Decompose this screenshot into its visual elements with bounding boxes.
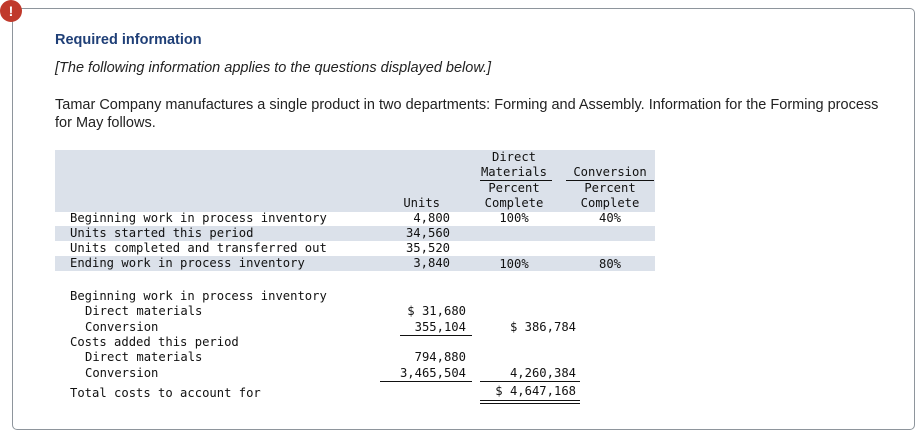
add-dm-value: 794,880 xyxy=(414,350,466,364)
total-costs-label: Total costs to account for xyxy=(70,386,261,400)
conv-header-line1: Conversion xyxy=(573,165,647,179)
dm-header-line2: Materials xyxy=(480,165,548,179)
alert-icon: ! xyxy=(0,0,22,22)
intro-paragraph: Tamar Company manufactures a single prod… xyxy=(55,97,879,131)
required-information-heading: Required information xyxy=(55,32,202,48)
row-label: Ending work in process inventory xyxy=(70,256,305,270)
row-conv-percent: 40% xyxy=(598,211,621,225)
dm-header-line4: Complete xyxy=(484,196,544,210)
row-units: 4,800 xyxy=(413,211,450,225)
row-dm-percent: 100% xyxy=(499,257,529,271)
row-label: Units completed and transferred out xyxy=(70,241,327,255)
total-underline xyxy=(480,381,580,382)
subtotal-underline xyxy=(400,335,472,336)
row-band xyxy=(55,256,655,271)
costs-added-label: Costs added this period xyxy=(70,335,239,349)
double-underline-bottom xyxy=(480,403,580,404)
beginning-wip-label: Beginning work in process inventory xyxy=(70,289,327,303)
units-header: Units xyxy=(403,196,440,210)
grand-total-value: $ 4,647,168 xyxy=(495,384,576,398)
add-dm-label: Direct materials xyxy=(85,350,203,364)
question-card xyxy=(12,8,915,430)
row-units: 34,560 xyxy=(405,226,450,240)
row-conv-percent: 80% xyxy=(598,257,621,271)
conv-header-line2: Percent xyxy=(584,181,636,195)
add-conv-label: Conversion xyxy=(85,366,159,380)
row-label: Beginning work in process inventory xyxy=(70,211,327,225)
add-total-value: 4,260,384 xyxy=(509,366,576,380)
beg-dm-value: $ 31,680 xyxy=(407,304,466,318)
row-units: 35,520 xyxy=(405,241,450,255)
dm-header-underline xyxy=(480,180,552,181)
row-dm-percent: 100% xyxy=(499,211,529,225)
conv-header-line3: Complete xyxy=(580,196,640,210)
beg-conv-value: 355,104 xyxy=(414,320,466,334)
conv-header-underline xyxy=(566,180,654,181)
row-units: 3,840 xyxy=(413,256,450,270)
applies-note: [The following information applies to th… xyxy=(55,60,492,76)
beg-dm-label: Direct materials xyxy=(85,304,203,318)
subtotal-underline xyxy=(380,381,472,382)
row-label: Units started this period xyxy=(70,226,254,240)
beg-total-value: $ 386,784 xyxy=(509,320,576,334)
header-band xyxy=(55,150,655,212)
row-band xyxy=(55,226,655,241)
add-conv-value: 3,465,504 xyxy=(399,366,466,380)
double-underline-top xyxy=(480,400,580,401)
dm-header-line1: Direct xyxy=(491,150,537,164)
dm-header-line3: Percent xyxy=(488,181,540,195)
beg-conv-label: Conversion xyxy=(85,320,159,334)
